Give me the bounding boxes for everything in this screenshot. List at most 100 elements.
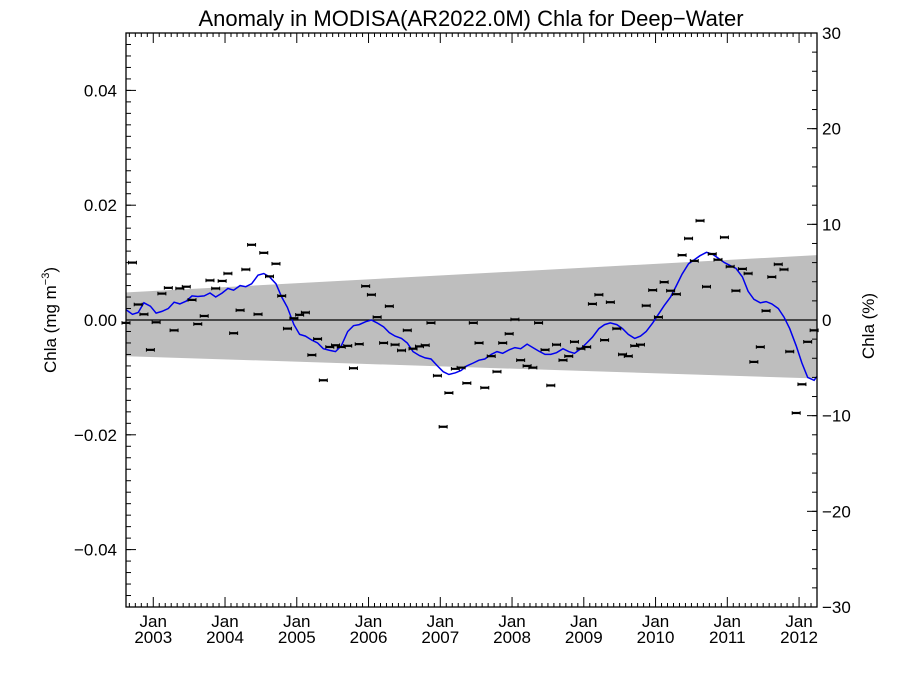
anomaly-point [235,308,245,313]
anomaly-point [767,275,777,279]
anomaly-point [259,251,269,255]
anomaly-point [468,321,478,325]
anomaly-point [271,261,281,266]
anomaly-point [313,337,323,341]
anomaly-point [372,315,382,319]
anomaly-point [504,331,514,336]
anomaly-point [300,310,310,315]
confidence-band-layer [126,255,817,379]
anomaly-point [444,391,454,395]
anomaly-point [432,373,442,378]
x-tick-label-year: 2008 [493,628,531,647]
anomaly-point [707,252,717,256]
anomaly-point [605,300,615,305]
y-axis-left: 0.04 0.02 0.00 −0.02 −0.04 [74,32,136,608]
anomaly-point [462,381,472,385]
x-tick-label-month: Jan [283,612,310,631]
anomaly-point [671,292,681,296]
anomaly-point [569,340,579,344]
x-tick-label-year: 2012 [780,628,818,647]
anomaly-point [540,348,550,352]
y-axis-left-title: Chla (mg m−3) [40,267,60,373]
anomaly-point [217,279,227,283]
y-axis-right-title: Chla (%) [859,293,878,359]
anomaly-point [456,365,466,370]
anomaly-points-layer [121,218,819,429]
x-tick-label-month: Jan [785,612,812,631]
anomaly-point [546,383,556,388]
anomaly-point [361,284,371,288]
anomaly-point [474,341,484,345]
x-tick-label-year: 2011 [709,628,746,647]
anomaly-point [713,257,723,262]
running-mean-layer [125,251,818,382]
anomaly-point [241,267,251,272]
anomaly-point [426,321,436,325]
x-tick-label-year: 2006 [350,628,388,647]
x-tick-label-month: Jan [498,612,525,631]
x-axis: Jan2003Jan2004Jan2005Jan2006Jan2007Jan20… [128,33,818,647]
anomaly-point [492,369,502,374]
anomaly-point [641,303,651,308]
anomaly-point [653,315,663,319]
anomaly-point [689,259,699,263]
anomaly-point [307,353,317,357]
anomaly-point [397,348,407,353]
anomaly-point [193,322,203,326]
anomaly-point [558,358,568,362]
anomaly-point [139,312,149,317]
y-left-tick-label: 0.04 [84,81,117,100]
anomaly-point [289,316,299,321]
anomaly-point [133,302,143,307]
y-right-tick-label: 20 [822,120,841,139]
anomaly-point [253,312,263,317]
y-right-tick-label: −10 [822,407,851,426]
anomaly-point [743,271,753,276]
y-left-tick-label: −0.04 [74,541,117,560]
anomaly-point [379,341,389,345]
anomaly-point [151,320,161,325]
x-tick-label-year: 2007 [421,628,459,647]
x-tick-label-year: 2010 [637,628,675,647]
anomaly-point [749,360,759,364]
anomaly-point [402,328,412,333]
anomaly-point [731,288,741,293]
y-right-tick-label: 10 [822,215,841,234]
anomaly-point [600,338,610,342]
confidence-band [126,255,817,379]
chart-title: Anomaly in MODISA(AR2022.0M) Chla for De… [198,6,743,31]
x-tick-label-month: Jan [714,612,741,631]
anomaly-point [684,236,694,241]
y-axis-right: 30 20 10 0 −10 −20 −30 [807,24,851,617]
anomaly-point [737,267,747,271]
anomaly-point [587,302,597,306]
anomaly-point [594,292,604,297]
anomaly-point [277,294,287,298]
x-tick-label-month: Jan [570,612,597,631]
anomaly-point [552,342,562,347]
anomaly-point [366,292,376,297]
anomaly-point [390,342,400,347]
anomaly-point [564,354,574,358]
anomaly-point [157,291,167,296]
anomaly-point [755,345,765,349]
anomaly-point [648,288,658,292]
anomaly-point [420,343,430,348]
anomaly-point [761,309,771,313]
y-right-tick-label: −20 [822,502,851,521]
anomaly-point [498,341,508,345]
anomaly-point [163,286,173,290]
anomaly-point [205,278,215,283]
anomaly-point [480,385,490,390]
y-right-tick-label: 0 [822,311,831,330]
anomaly-point [791,411,801,415]
anomaly-point [582,345,592,349]
x-tick-label-year: 2003 [134,628,172,647]
anomaly-point [528,365,538,370]
x-tick-label-year: 2005 [278,628,316,647]
anomaly-point [348,366,358,371]
anomaly-point [354,342,364,346]
anomaly-point [659,280,669,284]
y-left-tick-label: 0.02 [84,196,117,215]
anomaly-point [635,342,645,347]
